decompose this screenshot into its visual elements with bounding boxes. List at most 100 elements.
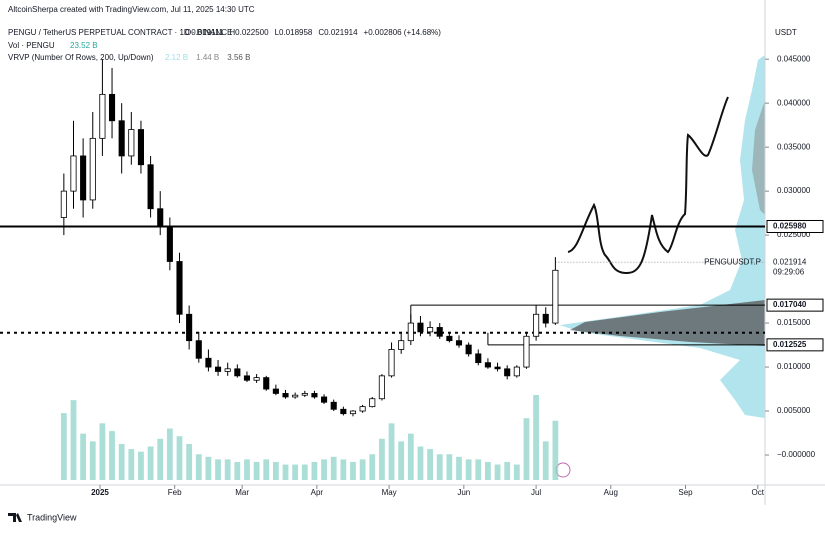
candle-body [533,313,540,337]
x-tick-label: Aug [604,488,618,497]
vrvp-values: 2.12 B 1.44 B 3.56 B [165,53,250,62]
y-tick-label: 0.015000 [777,318,811,327]
volume-bar [272,461,279,480]
drawn-projection [567,96,729,275]
volume-bar [176,436,183,480]
candle-body [137,129,145,166]
candle-body [542,313,549,324]
ohlc-value: +0.002806 (+14.68%) [364,28,442,37]
volume-bar [215,459,221,480]
price-symbol: PENGUUSDT.P [704,257,761,266]
candle-body [186,313,193,342]
ohlc-value: H0.022500 [229,28,269,37]
volume-bar [398,441,405,480]
y-tick-label: 0.025000 [777,230,811,239]
candle-body [253,377,260,381]
y-tick-label: 0.035000 [777,142,811,151]
volume-bar [205,456,212,480]
volume-bar [456,456,462,480]
ohlc-value: C0.021914 [318,28,358,37]
volume-bar [195,454,202,480]
volume-bar [407,433,414,480]
volume-bar [128,449,135,480]
candle-body [330,401,337,410]
level-label: 0.012525 [773,340,807,349]
candle-body [282,393,289,398]
footer: TradingView [8,512,77,522]
vrvp-value: 1.44 B [196,53,219,62]
y-tick-label: 0.030000 [777,186,811,195]
candle-body [369,398,376,408]
candle-body [407,322,414,342]
candle-body [417,322,424,333]
candle-body [446,335,453,342]
volume-bar [292,464,299,480]
candle-body [80,155,87,201]
y-tick-label: 0.045000 [777,54,811,63]
candle-body [108,93,116,122]
volume-bar [494,464,501,480]
volume-value: 23.52 B [70,41,98,50]
volume-bar [80,433,87,480]
x-tick-label: Sep [678,488,693,497]
candle-body [388,349,395,377]
volume-bar [513,464,520,480]
volume-label: Vol · PENGU [8,41,55,50]
candle-body [195,340,202,359]
candle-body [157,208,164,227]
candle-body [128,129,135,157]
volume-bar [60,413,67,480]
candle-body [166,225,173,262]
candle-body [494,366,501,370]
price-label: 0.021914 [773,257,807,266]
volume-bar [330,456,337,480]
x-tick-label: Oct [752,488,765,497]
volume-bar [523,418,530,480]
volume-bar [379,438,385,480]
volume-bar [157,438,164,480]
volume-bar [542,441,549,480]
candle-body [465,344,472,355]
volume-bar [109,431,115,480]
x-tick-label: Feb [168,488,182,497]
chart-title: PENGU / TetherUS PERPETUAL CONTRACT · 1D… [8,28,232,37]
volume-bar [253,461,260,480]
price-countdown: 09:29:06 [773,267,805,276]
volume-bar [446,454,453,480]
attribution: AltcoinSherpa created with TradingView.c… [8,5,255,14]
vrvp-value: 2.12 B [165,53,188,62]
level-label-bg [766,298,824,312]
volume-bar [552,420,559,480]
candle-body [523,335,530,368]
volume-bar [436,454,443,480]
ohlc-value: O0.019111 [185,28,224,37]
candle-body [301,393,308,396]
volume-bar [118,443,125,480]
volume-bar [475,459,482,480]
level-label-bg [766,219,824,233]
currency: USDT [775,28,797,37]
y-tick-label: 0.040000 [777,98,811,107]
volume-bar [166,428,173,480]
volume-bar [99,423,106,480]
x-tick-label: Jun [457,488,470,497]
candle-body [311,393,318,398]
volume-bar [427,449,433,480]
level-label: 0.017040 [773,300,807,309]
candle-body [349,410,357,415]
y-tick-label: 0.010000 [777,362,811,371]
candle-body [215,366,222,372]
candle-body [436,327,443,337]
volume-bar [263,459,270,480]
x-tick-label: Apr [311,488,324,497]
candle-body [99,93,106,139]
candle-body [340,408,347,415]
vrvp-label: VRVP (Number Of Rows, 200, Up/Down) [8,53,154,62]
candle-body [378,375,385,400]
ohlc-legend: O0.019111 H0.022500 L0.018958 C0.021914 +0.0… [185,28,441,37]
volume-bar [321,459,327,480]
candle-body [272,388,279,394]
volume-bar [359,459,366,480]
volume-bar [388,423,395,480]
